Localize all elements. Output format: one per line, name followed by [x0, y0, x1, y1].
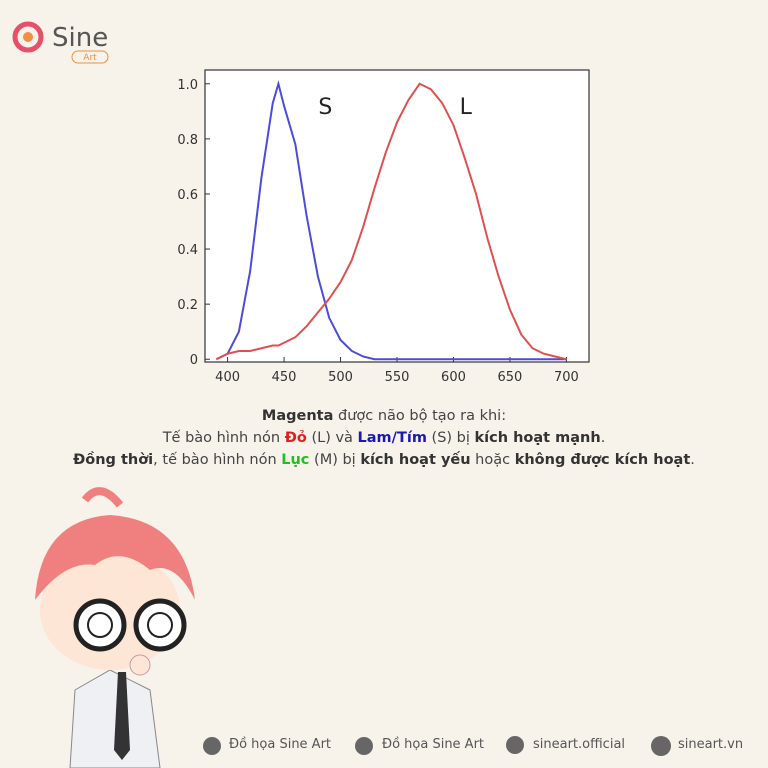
y-tick-label: 1.0 [177, 78, 198, 93]
caption-text: kích hoạt yếu [360, 452, 471, 468]
caption-text: (L) và [306, 430, 358, 446]
chart: 0 0.2 0.4 0.6 0.8 1.0 400 450 500 550 600 650 700 S L [177, 69, 590, 385]
x-tick-label: 500 [328, 370, 353, 385]
caption-text: không được kích hoạt [514, 452, 691, 468]
caption-line: Tế bào hình nón Đỏ (L) và Lam/Tím (S) bị… [0, 427, 768, 449]
footer-link[interactable]: Đồ họa Sine Art [229, 737, 332, 752]
caption-text: kích hoạt mạnh [474, 430, 601, 446]
x-tick-label: 650 [498, 370, 523, 385]
caption-text: được não bộ tạo ra khi: [333, 408, 507, 424]
logo-name: Sine [52, 23, 108, 53]
x-tick-label: 450 [272, 370, 297, 385]
x-tick-label: 400 [215, 370, 240, 385]
caption: Magenta được não bộ tạo ra khi: Tế bào hì… [0, 405, 768, 471]
caption-line: Đồng thời, tế bào hình nón Lục (M) bị kí… [0, 449, 768, 471]
y-tick-label: 0.6 [177, 188, 198, 203]
footer-link[interactable]: sineart.official [533, 737, 626, 752]
caption-text: . [690, 452, 695, 468]
plot-area [204, 69, 590, 363]
caption-text: (M) bị [309, 452, 361, 468]
caption-text: . [600, 430, 606, 446]
line [215, 79, 567, 361]
caption-text: Tế bào hình nón [162, 430, 285, 446]
series-label: L [460, 95, 473, 120]
x-tick-label: 700 [554, 370, 579, 385]
y-tick-label: 0.8 [177, 133, 198, 148]
line [215, 82, 567, 361]
caption-text: Magenta [261, 408, 334, 424]
logo-icon [12, 21, 44, 53]
character [35, 487, 195, 768]
series-label: S [318, 95, 332, 120]
caption-text: Đồng thời [73, 452, 154, 468]
footer-link[interactable]: sineart.vn [678, 737, 744, 752]
caption-text: , tế bào hình nón [153, 452, 282, 468]
caption-text: Lam/Tím [357, 430, 427, 446]
caption-text: Đỏ [284, 430, 307, 446]
footer-link[interactable]: Đồ họa Sine Art [382, 737, 485, 752]
footer-icons [203, 736, 671, 756]
logo-sub: Art [83, 53, 97, 63]
logo-badge [71, 50, 109, 64]
y-tick-label: 0.4 [177, 243, 198, 258]
caption-line: Magenta được não bộ tạo ra khi: [0, 405, 768, 427]
y-tick-label: 0 [190, 353, 198, 368]
caption-text: hoặc [470, 452, 515, 468]
y-tick-label: 0.2 [177, 298, 198, 313]
x-tick-label: 600 [441, 370, 466, 385]
x-tick-label: 550 [385, 370, 410, 385]
caption-text: (S) bị [426, 430, 475, 446]
caption-text: Lục [281, 452, 310, 468]
